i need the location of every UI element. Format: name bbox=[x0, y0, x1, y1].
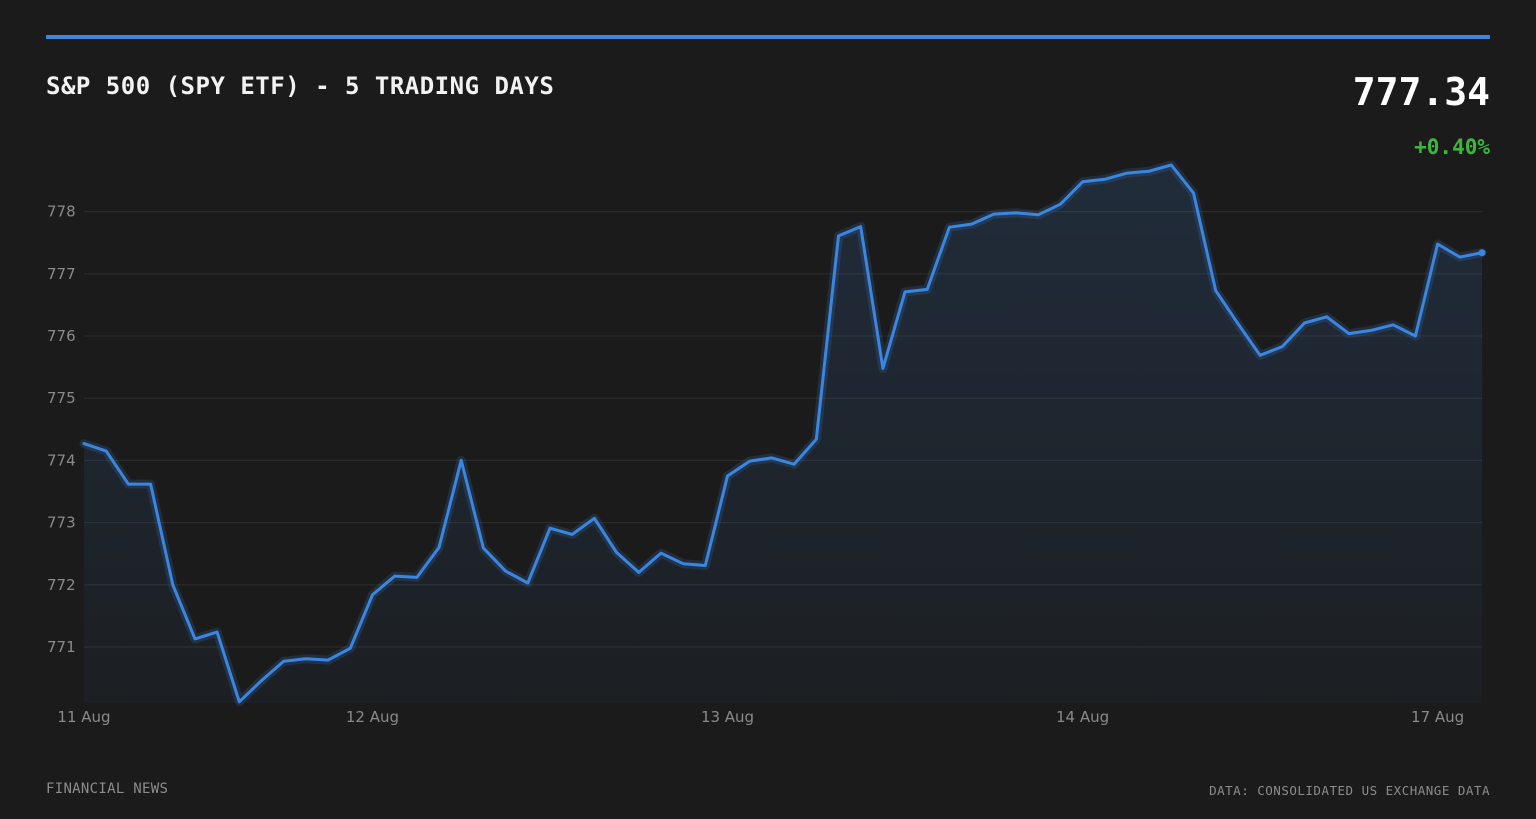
y-tick-label: 776 bbox=[47, 327, 76, 345]
accent-bar bbox=[46, 35, 1490, 39]
footer-source-right: DATA: CONSOLIDATED US EXCHANGE DATA bbox=[1209, 783, 1490, 798]
current-price: 777.34 bbox=[1352, 70, 1490, 114]
footer-source-left: FINANCIAL NEWS bbox=[46, 781, 169, 797]
price-line bbox=[82, 163, 1484, 704]
y-tick-label: 777 bbox=[47, 265, 76, 283]
price-change: +0.40% bbox=[1414, 135, 1490, 159]
y-tick-label: 773 bbox=[47, 514, 76, 532]
y-tick-label: 771 bbox=[47, 638, 76, 656]
y-tick-label: 775 bbox=[47, 389, 76, 407]
x-tick-label: 11 Aug bbox=[57, 708, 110, 726]
axis-layer: 771 772 773 774 775 776 777 778 11 Aug 12 Aug 13 A… bbox=[47, 203, 1464, 726]
data-point bbox=[1478, 249, 1486, 257]
x-tick-label: 17 Aug bbox=[1411, 708, 1464, 726]
y-tick-label: 778 bbox=[47, 203, 76, 221]
price-area bbox=[84, 165, 1482, 703]
x-tick-label: 13 Aug bbox=[701, 708, 754, 726]
chart-title: S&P 500 (SPY ETF) - 5 TRADING DAYS bbox=[46, 72, 555, 100]
y-tick-label: 774 bbox=[47, 451, 76, 469]
x-tick-label: 12 Aug bbox=[346, 708, 399, 726]
y-tick-label: 772 bbox=[47, 576, 76, 594]
area-layer bbox=[84, 165, 1482, 703]
line-layer bbox=[79, 160, 1487, 707]
x-tick-label: 14 Aug bbox=[1056, 708, 1109, 726]
